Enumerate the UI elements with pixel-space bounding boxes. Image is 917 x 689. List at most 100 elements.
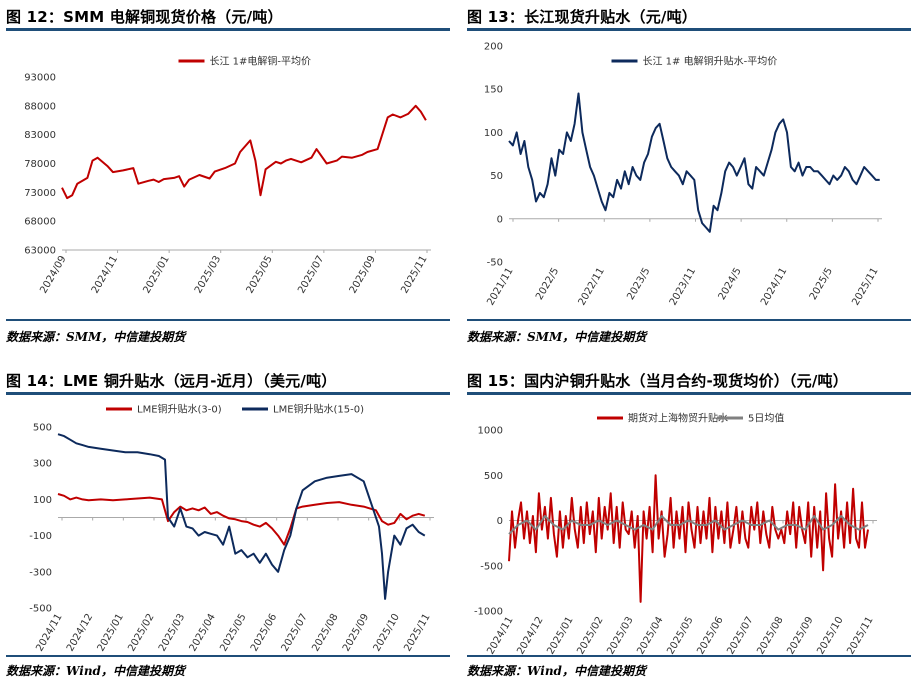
chart-title: 图 14：LME 铜升贴水（远月-近月）（美元/吨） xyxy=(6,372,337,390)
y-tick-label: 100 xyxy=(33,495,52,506)
y-tick-label: 50 xyxy=(490,171,503,182)
title-rule xyxy=(6,392,450,395)
chart-smm-copper-price: 930008800083000780007300068000630002024/… xyxy=(24,55,431,295)
y-tick-label: 150 xyxy=(484,85,503,96)
x-tick-label: 2025/09 xyxy=(341,612,371,653)
chart-title: 图 12：SMM 电解铜现货价格（元/吨） xyxy=(6,8,283,26)
legend-label: 长江 1# 电解铜升贴水-平均价 xyxy=(643,55,778,68)
y-tick-label: 68000 xyxy=(24,217,56,228)
title-rule xyxy=(6,28,450,31)
y-tick-label: 0 xyxy=(497,214,503,225)
y-tick-label: 73000 xyxy=(24,188,56,199)
y-tick-label: -1000 xyxy=(474,607,503,618)
title-rule xyxy=(467,28,911,31)
x-tick-label: 2023/5 xyxy=(625,266,652,302)
x-tick-label: 2025/07 xyxy=(280,612,310,653)
title-rule xyxy=(467,392,911,395)
x-tick-label: 2025/01 xyxy=(545,615,575,656)
series-line xyxy=(57,433,426,600)
series-line xyxy=(508,515,869,535)
y-tick-label: -500 xyxy=(29,604,52,615)
x-tick-label: 2025/01 xyxy=(96,612,126,653)
y-tick-label: -50 xyxy=(487,258,503,269)
y-tick-label: 78000 xyxy=(24,159,56,170)
x-tick-label: 2024/11 xyxy=(759,266,789,307)
y-tick-label: 1000 xyxy=(478,426,503,437)
legend-label: LME铜升贴水(3-0) xyxy=(137,403,222,416)
series-line xyxy=(508,92,880,233)
x-tick-label: 2025/04 xyxy=(635,615,665,656)
y-tick-label: 83000 xyxy=(24,130,56,141)
y-tick-label: -300 xyxy=(29,567,52,578)
series-line xyxy=(61,104,427,200)
panel-shfe-premium: 图 15：国内沪铜升贴水（当月合约-现货均价）（元/吨） 1000 500 0 -50… xyxy=(467,364,911,689)
panel-smm-copper-price: 图 12：SMM 电解铜现货价格（元/吨） 93000 88000 83000 780… xyxy=(6,0,450,344)
chart-title: 图 13：长江现货升贴水（元/吨） xyxy=(467,8,697,26)
legend-label: 5日均值 xyxy=(748,412,784,425)
x-tick-label: 2025/10 xyxy=(372,612,402,653)
series-line xyxy=(508,474,869,603)
x-tick-label: 2025/10 xyxy=(815,615,845,656)
y-tick-label: 500 xyxy=(484,471,503,482)
x-tick-label: 2025/05 xyxy=(245,254,275,295)
y-tick-label: 500 xyxy=(33,423,52,434)
x-tick-label: 2024/12 xyxy=(65,612,95,653)
y-tick-label: 63000 xyxy=(24,246,56,257)
y-tick-label: 88000 xyxy=(24,101,56,112)
y-tick-label: 0 xyxy=(497,516,503,527)
x-tick-label: 2021/11 xyxy=(485,266,515,307)
bottom-rule xyxy=(467,319,911,321)
x-tick-label: 2025/06 xyxy=(249,612,279,653)
y-tick-label: 200 xyxy=(484,42,503,53)
x-tick-label: 2025/08 xyxy=(755,615,785,656)
series-line xyxy=(57,493,426,546)
x-tick-label: 2025/11 xyxy=(402,612,432,653)
x-tick-label: 2025/11 xyxy=(399,254,429,295)
x-tick-label: 2025/05 xyxy=(218,612,248,653)
bottom-rule xyxy=(6,319,450,321)
chart-title: 图 15：国内沪铜升贴水（当月合约-现货均价）（元/吨） xyxy=(467,372,848,390)
x-tick-label: 2025/03 xyxy=(193,254,223,295)
x-tick-label: 2025/08 xyxy=(310,612,340,653)
y-tick-label: 300 xyxy=(33,459,52,470)
x-tick-label: 2025/01 xyxy=(141,254,171,295)
x-tick-label: 2024/12 xyxy=(515,615,545,656)
x-tick-label: 2025/03 xyxy=(157,612,187,653)
bottom-rule xyxy=(467,655,911,657)
x-tick-label: 2025/06 xyxy=(695,615,725,656)
x-tick-label: 2025/07 xyxy=(725,615,755,656)
y-tick-label: 100 xyxy=(484,128,503,139)
x-tick-label: 2024/5 xyxy=(717,266,744,302)
x-tick-label: 2024/11 xyxy=(90,254,120,295)
legend-label: 长江 1#电解铜-平均价 xyxy=(210,55,312,68)
x-tick-label: 2025/02 xyxy=(126,612,156,653)
x-tick-label: 2025/11 xyxy=(845,615,875,656)
x-tick-label: 2025/07 xyxy=(296,254,326,295)
x-tick-label: 2025/04 xyxy=(188,612,218,653)
x-tick-label: 2024/11 xyxy=(34,612,64,653)
x-tick-label: 2025/02 xyxy=(575,615,605,656)
y-tick-label: -100 xyxy=(29,531,52,542)
y-tick-label: 93000 xyxy=(24,73,56,84)
source-note: 数据来源：Wind，中信建投期货 xyxy=(6,664,185,678)
x-tick-label: 2025/09 xyxy=(785,615,815,656)
x-tick-label: 2025/05 xyxy=(665,615,695,656)
legend-label: 期货对上海物贸升贴水 xyxy=(628,412,728,425)
x-tick-label: 2025/11 xyxy=(850,266,880,307)
x-tick-label: 2022/11 xyxy=(577,266,607,307)
panel-lme-spread: 图 14：LME 铜升贴水（远月-近月）（美元/吨） 500 300 100 -100… xyxy=(6,364,450,689)
x-tick-label: 2025/5 xyxy=(808,266,835,302)
x-tick-label: 2025/03 xyxy=(605,615,635,656)
source-note: 数据来源：Wind，中信建投期货 xyxy=(467,664,646,678)
x-tick-label: 2024/09 xyxy=(38,254,68,295)
x-tick-label: 2023/11 xyxy=(668,266,698,307)
x-tick-label: 2024/11 xyxy=(485,615,515,656)
x-tick-label: 2022/5 xyxy=(534,266,561,302)
source-note: 数据来源：SMM，中信建投期货 xyxy=(467,330,647,344)
x-tick-label: 2025/09 xyxy=(348,254,378,295)
legend-label: LME铜升贴水(15-0) xyxy=(273,403,364,416)
y-tick-label: -500 xyxy=(480,561,503,572)
